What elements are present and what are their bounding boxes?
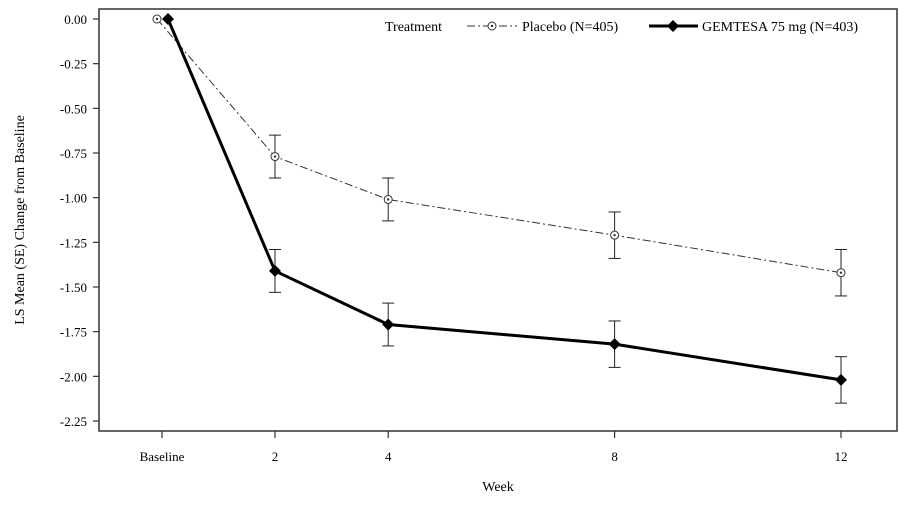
legend-label-gemtesa: GEMTESA 75 mg (N=403) bbox=[702, 20, 858, 35]
x-tick-label: 4 bbox=[385, 449, 392, 464]
y-tick-label: -2.25 bbox=[60, 414, 87, 429]
data-point-gemtesa bbox=[382, 318, 395, 331]
data-point-gemtesa bbox=[162, 13, 174, 25]
y-tick-label: -0.50 bbox=[60, 101, 87, 116]
legend-marker-gemtesa bbox=[667, 20, 679, 32]
y-axis-label: LS Mean (SE) Change from Baseline bbox=[13, 115, 28, 325]
y-tick-label: 0.00 bbox=[64, 12, 87, 27]
data-point-gemtesa bbox=[608, 338, 621, 351]
y-tick-label: -0.25 bbox=[60, 57, 87, 72]
legend-label-placebo: Placebo (N=405) bbox=[522, 20, 618, 35]
x-axis-label: Week bbox=[482, 480, 514, 495]
legend-marker-placebo-center bbox=[490, 24, 494, 28]
y-tick-label: -1.75 bbox=[60, 325, 87, 340]
data-point-placebo-center bbox=[387, 198, 390, 201]
y-tick-label: -2.00 bbox=[60, 369, 87, 384]
series-line-gemtesa bbox=[166, 18, 842, 382]
x-tick-label: 12 bbox=[835, 449, 848, 464]
data-point-gemtesa bbox=[269, 264, 281, 277]
data-point-placebo-center bbox=[839, 271, 843, 274]
data-point-gemtesa bbox=[835, 373, 847, 386]
data-point-placebo-center bbox=[613, 233, 616, 237]
x-tick-label: 2 bbox=[272, 449, 279, 464]
y-tick-label: -1.50 bbox=[60, 280, 87, 295]
plot-frame bbox=[98, 8, 898, 432]
data-point-placebo-center bbox=[273, 155, 277, 158]
y-tick-label: -1.25 bbox=[60, 235, 87, 250]
x-tick-label: Baseline bbox=[140, 449, 185, 464]
y-tick-label: -0.75 bbox=[60, 146, 87, 161]
x-tick-label: 8 bbox=[611, 449, 618, 464]
y-tick-label: -1.00 bbox=[60, 191, 87, 206]
data-point-placebo-center bbox=[155, 17, 159, 21]
legend-title: Treatment bbox=[385, 20, 442, 35]
